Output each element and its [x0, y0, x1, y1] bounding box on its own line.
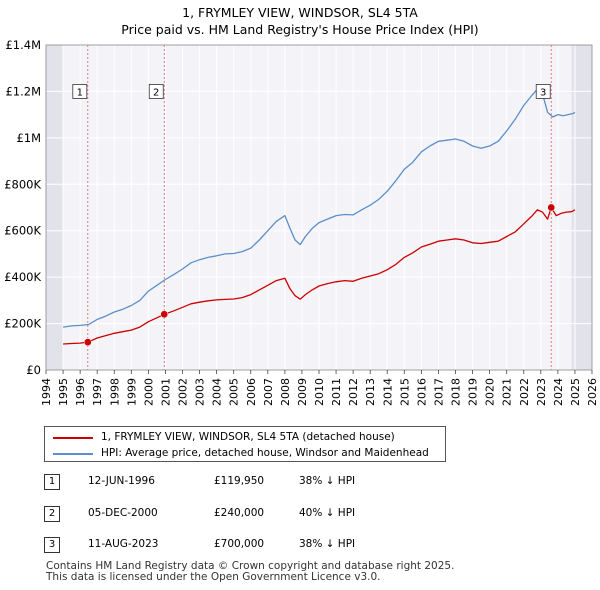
sale-number-badge: 2: [44, 506, 60, 522]
x-tick-label: 2015: [398, 378, 411, 406]
x-tick-label: 2016: [415, 378, 428, 406]
sale-marker-label: 3: [540, 87, 546, 98]
sale-marker-label: 2: [153, 87, 159, 98]
sale-marker-badge: [72, 84, 88, 99]
x-tick-label: 2005: [228, 378, 241, 406]
x-tick-label: 1997: [91, 378, 104, 406]
sale-row: 1 12-JUN-1996 £119,950 38% ↓ HPI: [44, 474, 444, 492]
sale-hpi-diff: 40% ↓ HPI: [299, 507, 356, 519]
x-tick-label: 2010: [313, 378, 326, 406]
y-tick-label: £1.4M: [5, 38, 41, 52]
x-tick-label: 2011: [330, 378, 343, 406]
y-tick-label: £400K: [4, 270, 41, 284]
sale-row: 2 05-DEC-2000 £240,000 40% ↓ HPI: [44, 506, 444, 524]
x-tick-label: 1994: [40, 378, 53, 406]
title-line-1: 1, FRYMLEY VIEW, WINDSOR, SL4 5TA: [182, 5, 418, 20]
x-tick-label: 2004: [211, 378, 224, 406]
sale-date: 05-DEC-2000: [88, 507, 158, 519]
footer: Contains HM Land Registry data © Crown c…: [46, 561, 454, 583]
x-tick-label: 2001: [159, 378, 172, 406]
sale-number-badge: 1: [44, 474, 60, 490]
legend: 1, FRYMLEY VIEW, WINDSOR, SL4 5TA (detac…: [44, 426, 446, 462]
sale-marker-badge: [535, 84, 551, 99]
x-tick-label: 1996: [74, 378, 87, 406]
x-tick-label: 2023: [535, 378, 548, 406]
sale-price: £240,000: [214, 507, 265, 519]
x-tick-label: 2021: [501, 378, 514, 406]
x-tick-label: 2014: [381, 378, 394, 406]
legend-swatch-hpi: [53, 453, 93, 455]
legend-swatch-property: [53, 437, 93, 439]
sale-number-badge: 3: [44, 537, 60, 553]
x-tick-label: 2006: [245, 378, 258, 406]
x-tick-label: 2012: [347, 378, 360, 406]
x-tick-label: 2019: [467, 378, 480, 406]
x-tick-label: 2022: [518, 378, 531, 406]
x-tick-label: 2025: [569, 378, 582, 406]
sale-point: [547, 203, 556, 212]
x-tick-label: 2003: [194, 378, 207, 406]
x-tick-label: 2009: [296, 378, 309, 406]
x-tick-label: 1999: [125, 378, 138, 406]
title-line-2: Price paid vs. HM Land Registry's House …: [121, 22, 479, 37]
x-tick-label: 2026: [586, 378, 599, 406]
x-tick-label: 2024: [552, 378, 565, 406]
x-tick-label: 1995: [57, 378, 70, 406]
sale-point: [83, 338, 92, 347]
shaded-region: [46, 45, 64, 370]
sale-hpi-diff: 38% ↓ HPI: [299, 475, 356, 487]
y-tick-label: £1.2M: [5, 84, 41, 98]
shaded-region: [571, 45, 592, 370]
x-tick-label: 2000: [142, 378, 155, 406]
footer-licence: This data is licensed under the Open Gov…: [46, 571, 381, 583]
x-tick-label: 2017: [432, 378, 445, 406]
legend-label-property: 1, FRYMLEY VIEW, WINDSOR, SL4 5TA (detac…: [101, 431, 395, 443]
y-tick-label: £200K: [4, 317, 41, 331]
x-tick-label: 2008: [279, 378, 292, 406]
sale-date: 11-AUG-2023: [88, 538, 159, 550]
y-tick-label: £800K: [4, 177, 41, 191]
sale-price: £119,950: [214, 475, 265, 487]
x-tick-label: 2007: [262, 378, 275, 406]
x-tick-label: 2013: [364, 378, 377, 406]
sale-date: 12-JUN-1996: [88, 475, 155, 487]
sale-price: £700,000: [214, 538, 265, 550]
y-tick-label: £1M: [16, 131, 41, 145]
y-tick-label: £0: [26, 363, 41, 377]
x-tick-label: 2018: [450, 378, 463, 406]
sale-hpi-diff: 38% ↓ HPI: [299, 538, 356, 550]
sale-marker-label: 1: [77, 87, 83, 98]
x-tick-label: 2002: [177, 378, 190, 406]
x-tick-label: 1998: [108, 378, 121, 406]
y-tick-label: £600K: [4, 224, 41, 238]
x-tick-label: 2020: [484, 378, 497, 406]
sale-marker-badge: [148, 84, 164, 99]
property-price-line: [63, 206, 576, 345]
footer-copyright: Contains HM Land Registry data © Crown c…: [46, 560, 455, 572]
legend-label-hpi: HPI: Average price, detached house, Wind…: [101, 447, 429, 459]
price-chart: 1994 1995 1996 1997 1998 1999 2000 2001 2002 2003…: [4, 38, 599, 406]
sale-point: [160, 310, 169, 319]
sale-row: 3 11-AUG-2023 £700,000 38% ↓ HPI: [44, 537, 444, 555]
hpi-line: [63, 88, 576, 328]
chart-title: 1, FRYMLEY VIEW, WINDSOR, SL4 5TA Price …: [0, 4, 600, 38]
